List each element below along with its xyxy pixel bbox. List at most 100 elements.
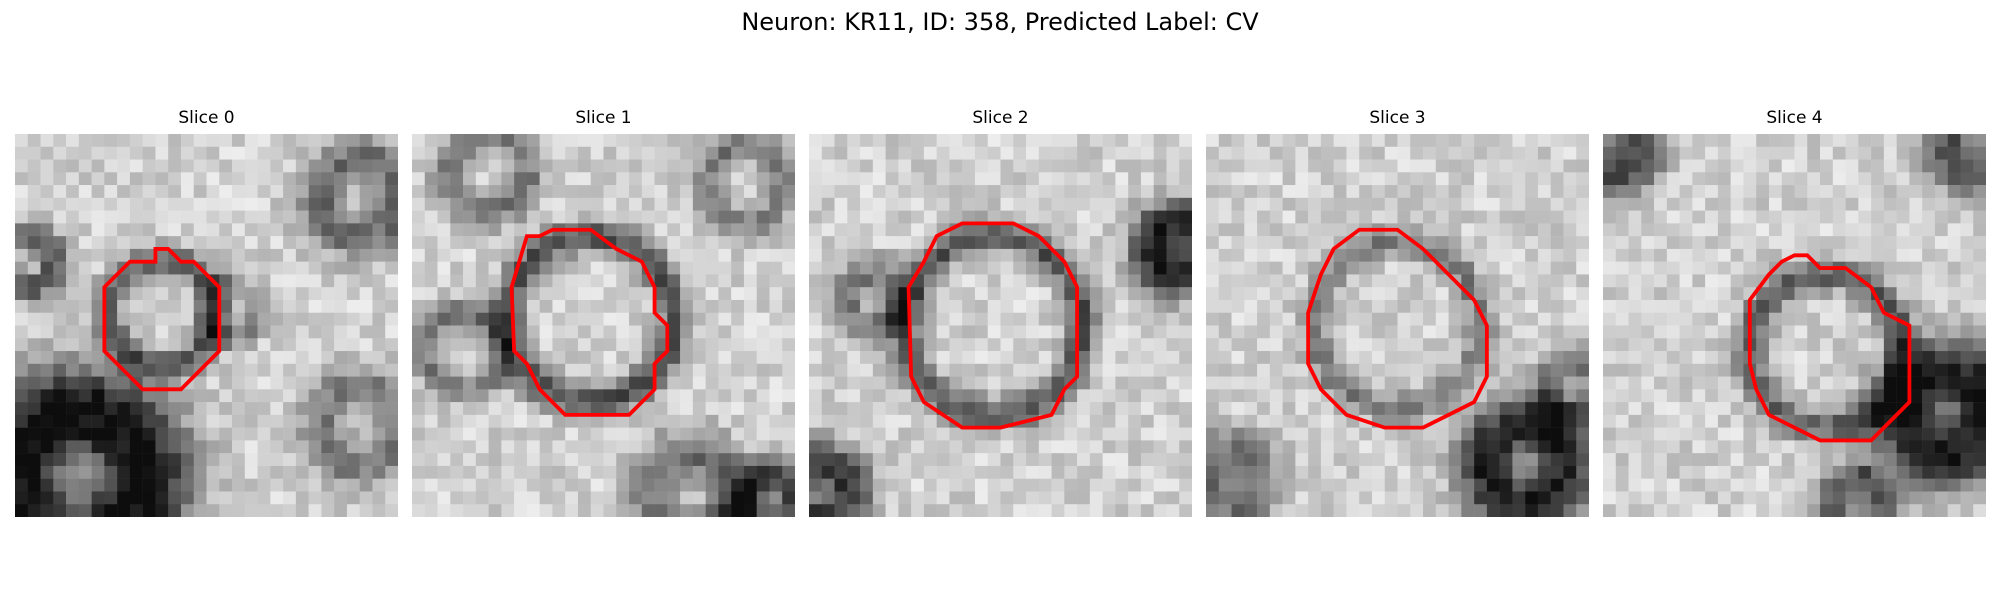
pixel xyxy=(1244,402,1258,416)
pixel xyxy=(1692,134,1706,148)
pixel xyxy=(1410,453,1424,467)
pixel xyxy=(372,465,386,479)
pixel xyxy=(1013,338,1027,352)
pixel xyxy=(1537,440,1551,454)
pixel xyxy=(1871,172,1885,186)
pixel xyxy=(1308,248,1322,262)
pixel xyxy=(667,312,681,326)
pixel xyxy=(1705,427,1719,441)
pixel xyxy=(424,376,438,390)
pixel xyxy=(1832,453,1846,467)
pixel xyxy=(104,223,118,237)
pixel xyxy=(718,402,732,416)
pixel xyxy=(1743,504,1757,517)
pixel xyxy=(257,338,271,352)
pixel xyxy=(1705,478,1719,492)
pixel xyxy=(1077,478,1091,492)
pixel xyxy=(1423,172,1437,186)
pixel xyxy=(1166,146,1180,160)
pixel xyxy=(1973,299,1986,313)
pixel xyxy=(232,427,246,441)
pixel xyxy=(1525,351,1539,365)
pixel xyxy=(346,299,360,313)
pixel xyxy=(1781,376,1795,390)
pixel xyxy=(91,325,105,339)
pixel xyxy=(603,146,617,160)
pixel xyxy=(1000,351,1014,365)
pixel xyxy=(1717,478,1731,492)
pixel xyxy=(821,389,835,403)
pixel xyxy=(78,146,92,160)
pixel xyxy=(1013,504,1027,517)
pixel xyxy=(270,504,284,517)
pixel xyxy=(27,197,41,211)
pixel xyxy=(1089,312,1103,326)
pixel xyxy=(53,402,67,416)
pixel xyxy=(1282,248,1296,262)
pixel xyxy=(308,453,322,467)
pixel xyxy=(1603,491,1617,505)
pixel xyxy=(1679,197,1693,211)
pixel xyxy=(1692,287,1706,301)
pixel xyxy=(129,427,143,441)
pixel xyxy=(1346,248,1360,262)
pixel xyxy=(603,363,617,377)
pixel xyxy=(1115,491,1129,505)
pixel xyxy=(129,210,143,224)
pixel xyxy=(1654,287,1668,301)
pixel xyxy=(1512,299,1526,313)
pixel xyxy=(1934,287,1948,301)
pixel xyxy=(1115,185,1129,199)
pixel xyxy=(949,504,963,517)
pixel xyxy=(1026,312,1040,326)
pixel xyxy=(283,261,297,275)
pixel xyxy=(1794,402,1808,416)
pixel xyxy=(1858,363,1872,377)
pixel xyxy=(308,287,322,301)
pixel xyxy=(193,351,207,365)
pixel xyxy=(1730,402,1744,416)
pixel xyxy=(1474,172,1488,186)
pixel xyxy=(987,414,1001,428)
pixel xyxy=(1474,465,1488,479)
pixel xyxy=(1730,338,1744,352)
pixel xyxy=(257,299,271,313)
pixel xyxy=(1089,402,1103,416)
pixel xyxy=(372,440,386,454)
pixel xyxy=(1308,159,1322,173)
pixel xyxy=(1102,491,1116,505)
pixel xyxy=(1218,236,1232,250)
pixel xyxy=(590,274,604,288)
pixel xyxy=(1384,325,1398,339)
pixel xyxy=(1909,172,1923,186)
pixel xyxy=(1013,299,1027,313)
pixel xyxy=(66,465,80,479)
pixel xyxy=(206,376,220,390)
pixel xyxy=(1486,185,1500,199)
pixel xyxy=(437,325,451,339)
pixel xyxy=(1871,389,1885,403)
pixel xyxy=(1346,465,1360,479)
pixel xyxy=(1603,465,1617,479)
pixel xyxy=(603,351,617,365)
pixel xyxy=(219,312,233,326)
pixel xyxy=(577,146,591,160)
pixel xyxy=(1768,134,1782,148)
pixel xyxy=(1756,427,1770,441)
pixel xyxy=(552,261,566,275)
pixel xyxy=(180,287,194,301)
pixel xyxy=(860,453,874,467)
pixel xyxy=(270,185,284,199)
pixel xyxy=(1781,491,1795,505)
pixel xyxy=(346,478,360,492)
pixel xyxy=(1947,376,1961,390)
pixel xyxy=(424,402,438,416)
pixel xyxy=(1603,159,1617,173)
pixel xyxy=(1537,210,1551,224)
pixel xyxy=(577,351,591,365)
pixel xyxy=(1435,274,1449,288)
pixel xyxy=(1896,338,1910,352)
pixel xyxy=(295,287,309,301)
pixel xyxy=(180,325,194,339)
pixel xyxy=(1756,172,1770,186)
